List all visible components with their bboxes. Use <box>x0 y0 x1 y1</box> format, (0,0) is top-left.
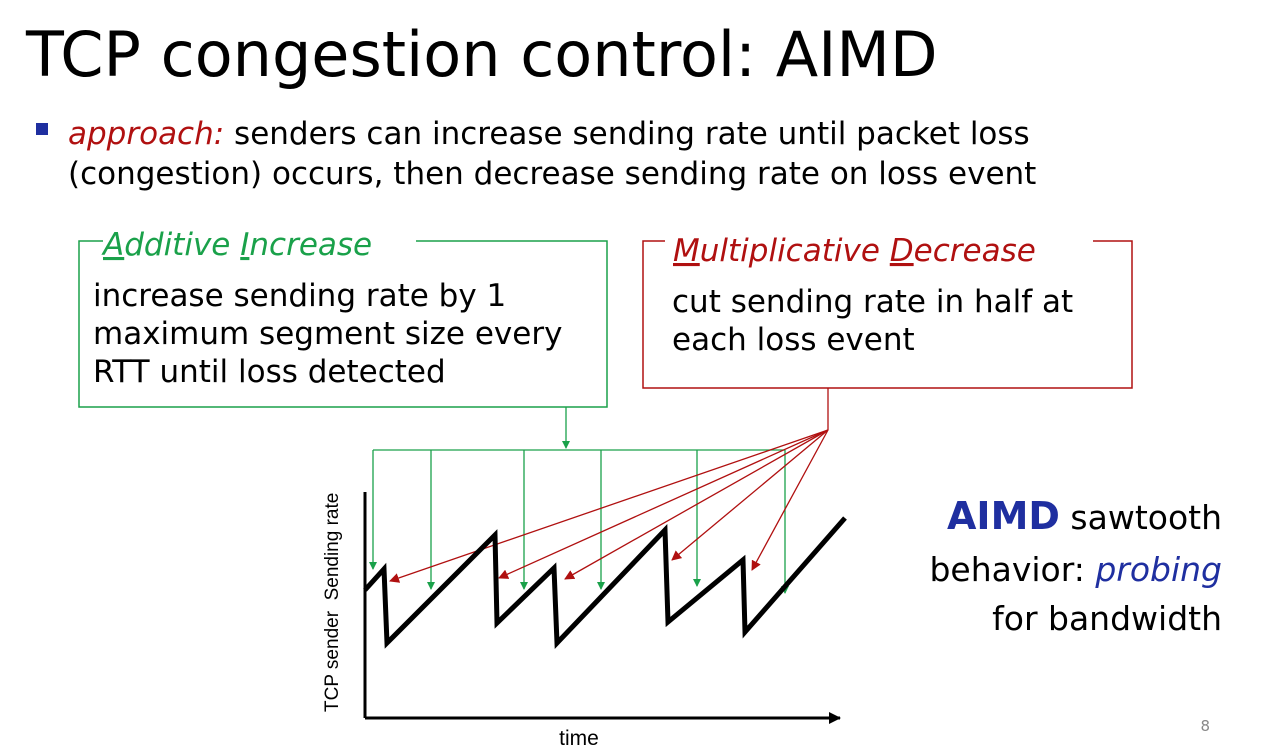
sawtooth <box>363 516 847 649</box>
ai-box <box>78 240 608 408</box>
md-heading-part: M <box>673 233 700 269</box>
ai-body: maximum segment size every <box>93 316 562 352</box>
bullet-lead: approach: <box>68 116 224 152</box>
caption-line: for bandwidth <box>992 599 1222 638</box>
ai-heading-part: dditive <box>124 227 240 263</box>
x-axis-label: time <box>559 727 599 750</box>
caption-line: AIMD sawtooth <box>947 494 1222 538</box>
md-heading-part: ultiplicative <box>700 233 890 269</box>
page-number: 8 <box>1200 717 1210 735</box>
md-heading-part: D <box>890 233 914 269</box>
md-heading: Multiplicative Decrease <box>673 233 1036 269</box>
ai-body: RTT until loss detected <box>93 354 446 390</box>
title: TCP congestion control: AIMD <box>25 18 938 91</box>
ai-arrows <box>369 407 789 594</box>
caption-part: AIMD <box>947 494 1060 538</box>
md-arrows <box>389 388 829 583</box>
ai-heading-part: A <box>101 227 124 263</box>
caption-part: sawtooth <box>1060 498 1222 537</box>
bullet-text: (congestion) occurs, then decrease sendi… <box>68 156 1036 192</box>
md-heading-part: ecrease <box>914 233 1036 269</box>
md-body: each loss event <box>672 322 915 358</box>
caption-line: behavior: probing <box>929 550 1222 589</box>
caption-part: probing <box>1094 550 1222 589</box>
bullet-line: approach: senders can increase sending r… <box>68 116 1030 152</box>
bullet-text: senders can increase sending rate until … <box>224 116 1030 152</box>
bullet-marker <box>36 123 48 135</box>
ai-heading-part: ncrease <box>249 227 372 263</box>
md-box <box>642 240 1133 389</box>
ai-body: increase sending rate by 1 <box>93 278 506 314</box>
md-body: cut sending rate in half at <box>672 284 1073 320</box>
ai-heading: Additive Increase <box>101 227 372 263</box>
y-axis-label: TCP sender Sending rate <box>322 493 343 712</box>
caption-part: for bandwidth <box>992 599 1222 638</box>
caption-part: behavior: <box>929 550 1095 589</box>
ai-heading-part: I <box>240 227 249 263</box>
